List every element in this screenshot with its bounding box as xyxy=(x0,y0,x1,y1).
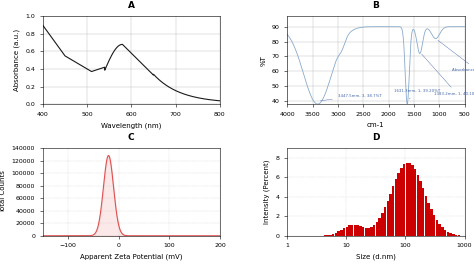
Bar xyxy=(403,164,405,236)
Bar xyxy=(373,225,375,236)
Bar xyxy=(354,225,356,236)
Bar xyxy=(351,225,354,236)
Bar xyxy=(384,207,386,236)
Bar xyxy=(327,235,329,236)
Bar xyxy=(389,193,392,236)
X-axis label: Wavelength (nm): Wavelength (nm) xyxy=(101,122,162,129)
Bar xyxy=(378,218,381,236)
Bar xyxy=(417,175,419,236)
Bar xyxy=(447,232,449,236)
Text: 1383.2mm, 1, 40.10%T: 1383.2mm, 1, 40.10%T xyxy=(422,54,474,96)
Bar xyxy=(428,203,430,236)
Bar xyxy=(452,234,455,236)
Bar xyxy=(332,234,334,236)
Title: D: D xyxy=(372,133,380,142)
Bar xyxy=(359,226,362,236)
Title: C: C xyxy=(128,133,135,142)
Bar xyxy=(324,235,326,236)
Bar xyxy=(335,233,337,236)
Bar xyxy=(419,181,422,236)
Text: Absorbance = 1, 55.37%T: Absorbance = 1, 55.37%T xyxy=(438,40,474,72)
Bar xyxy=(386,201,389,236)
Bar xyxy=(392,186,394,236)
Bar xyxy=(441,227,444,236)
Title: A: A xyxy=(128,1,135,10)
Text: 3447.5mm, 3, 38.7%T: 3447.5mm, 3, 38.7%T xyxy=(320,93,382,101)
Bar xyxy=(457,235,460,236)
Bar xyxy=(362,227,365,236)
Y-axis label: Intensity (Percent): Intensity (Percent) xyxy=(264,160,270,224)
X-axis label: Apparent Zeta Potential (mV): Apparent Zeta Potential (mV) xyxy=(80,254,182,260)
Bar xyxy=(398,173,400,236)
Bar xyxy=(370,227,373,236)
Bar xyxy=(422,188,425,236)
Bar xyxy=(348,225,351,236)
Bar xyxy=(395,179,397,236)
Bar xyxy=(367,228,370,236)
Title: B: B xyxy=(373,1,379,10)
Bar xyxy=(409,163,411,236)
Bar xyxy=(406,163,408,236)
Bar xyxy=(337,231,340,236)
Bar xyxy=(449,233,452,236)
Bar xyxy=(365,228,367,236)
Bar xyxy=(436,220,438,236)
Bar xyxy=(381,213,383,236)
Bar xyxy=(425,196,427,236)
Bar xyxy=(346,227,348,236)
Bar xyxy=(433,215,436,236)
X-axis label: cm-1: cm-1 xyxy=(367,122,385,128)
Bar xyxy=(414,169,416,236)
Bar xyxy=(400,168,402,236)
Bar xyxy=(375,222,378,236)
Y-axis label: Absorbance (a.u.): Absorbance (a.u.) xyxy=(13,29,19,91)
Bar xyxy=(411,165,414,236)
Y-axis label: %T: %T xyxy=(260,55,266,66)
X-axis label: Size (d.nm): Size (d.nm) xyxy=(356,254,396,260)
Bar xyxy=(455,235,457,236)
Bar xyxy=(329,235,332,236)
Bar xyxy=(444,230,447,236)
Bar xyxy=(340,230,343,236)
Bar xyxy=(430,209,433,236)
Bar xyxy=(356,225,359,236)
Bar xyxy=(343,228,345,236)
Y-axis label: Total Counts: Total Counts xyxy=(0,170,6,213)
Bar xyxy=(438,224,441,236)
Text: 1631.3mm, 1, 39.20%T: 1631.3mm, 1, 39.20%T xyxy=(393,89,440,99)
